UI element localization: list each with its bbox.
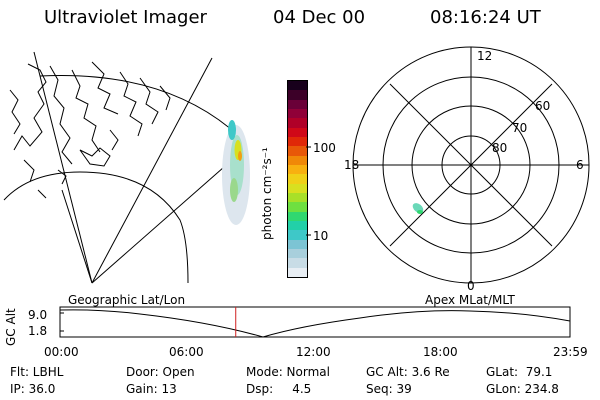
timeline-xtick-1200: 12:00 <box>296 345 331 359</box>
instrument-title: Ultraviolet Imager <box>44 7 207 28</box>
timeline-xtick-0600: 06:00 <box>169 345 204 359</box>
colorbar-segment <box>288 239 307 250</box>
mode-readout: Mode: Normal <box>246 365 330 379</box>
timeline-xtick-1800: 18:00 <box>423 345 458 359</box>
coastline-outlines <box>9 61 171 199</box>
door-readout: Door: Open <box>126 365 195 379</box>
colorbar-segment <box>288 230 307 240</box>
timeline-ylabel: GC Alt <box>4 308 18 346</box>
aurora-emission-left <box>222 120 250 225</box>
lat-lon-grid <box>3 51 233 284</box>
colorbar-segment <box>288 90 307 100</box>
colorbar-segment <box>288 249 307 259</box>
colorbar-ticks <box>306 146 311 236</box>
colorbar-segment <box>288 165 307 175</box>
colorbar-segment <box>288 193 307 203</box>
date-label: 04 Dec 00 <box>273 7 366 28</box>
timeline-xtick-2359: 23:59 <box>553 345 588 359</box>
apex-polar-plot: 12 18 6 0 60 70 80 <box>344 46 590 293</box>
orbit-altitude-curve <box>59 309 571 338</box>
filter-readout: Flt: LBHL <box>10 365 64 379</box>
colorbar-segment <box>288 258 307 268</box>
aurora-emission-polar <box>412 203 424 214</box>
orbit-timeline <box>59 306 571 338</box>
mlt-label-left: 18 <box>344 158 359 172</box>
geographic-panel-label: Geographic Lat/Lon <box>68 293 186 307</box>
timeline-ytick-high: 9.0 <box>28 308 48 322</box>
colorbar-segment <box>288 202 307 212</box>
colorbar-segment <box>288 81 307 91</box>
lat-label-60: 60 <box>535 99 550 113</box>
colorbar-segment <box>288 109 307 119</box>
lat-label-80: 80 <box>492 141 507 155</box>
geographic-map <box>3 51 250 284</box>
colorbar-segment <box>288 211 307 222</box>
colorbar-segment <box>288 174 307 184</box>
colorbar-segment <box>288 146 307 156</box>
colorbar-tick-100: 100 <box>313 141 336 155</box>
mlt-label-top: 12 <box>477 49 492 63</box>
glat-readout: GLat: 79.1 <box>486 365 553 379</box>
timeline-xtick-0000: 00:00 <box>44 345 79 359</box>
colorbar-segment <box>288 99 307 110</box>
lat-label-70: 70 <box>512 121 527 135</box>
colorbar-segment <box>288 155 307 166</box>
colorbar-segment <box>288 221 307 231</box>
dsp-readout: Dsp: 4.5 <box>246 382 312 396</box>
apex-panel-label: Apex MLat/MLT <box>425 293 515 307</box>
colorbar-segment <box>288 137 307 147</box>
colorbar-segment <box>288 183 307 194</box>
timeline-ytick-low: 1.8 <box>28 324 48 338</box>
colorbar-segment <box>288 127 307 138</box>
gc-alt-readout: GC Alt: 3.6 Re <box>366 365 450 379</box>
time-label: 08:16:24 UT <box>430 7 541 28</box>
mlt-label-right: 6 <box>576 158 584 172</box>
colorbar-segment <box>288 118 307 128</box>
colorbar <box>287 80 308 278</box>
colorbar-tick-10: 10 <box>313 229 329 243</box>
colorbar-unit-label: photon cm⁻²s⁻¹ <box>260 147 274 240</box>
mlt-label-bottom: 0 <box>467 279 475 293</box>
ip-readout: IP: 36.0 <box>10 382 56 396</box>
seq-readout: Seq: 39 <box>366 382 412 396</box>
glon-readout: GLon: 234.8 <box>486 382 559 396</box>
colorbar-segment <box>288 267 307 277</box>
gain-readout: Gain: 13 <box>126 382 177 396</box>
